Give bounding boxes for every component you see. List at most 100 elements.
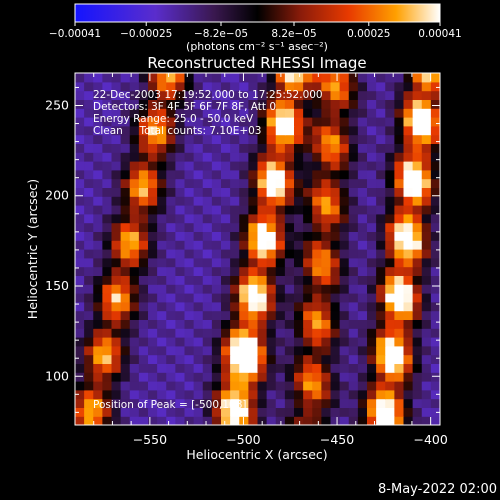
heatmap-cell <box>275 213 286 224</box>
heatmap-cell <box>129 187 140 197</box>
heatmap-cell <box>157 99 167 109</box>
heatmap-cell <box>129 90 140 100</box>
heatmap-cell <box>357 372 368 382</box>
heatmap-cell <box>284 213 295 224</box>
heatmap-cell <box>430 328 440 338</box>
heatmap-cell <box>102 99 113 109</box>
heatmap-cell <box>303 345 313 356</box>
heatmap-cell <box>330 117 341 127</box>
heatmap-cell <box>339 372 350 382</box>
heatmap-cell <box>303 293 313 303</box>
heatmap-cell <box>129 240 140 250</box>
heatmap-cell <box>148 293 158 303</box>
heatmap-cell <box>312 152 322 162</box>
heatmap-cell <box>303 240 313 250</box>
heatmap-cell <box>211 398 222 408</box>
heatmap-cell <box>430 372 440 382</box>
heatmap-cell <box>84 90 94 100</box>
heatmap-cell <box>266 143 277 153</box>
heatmap-cell <box>266 372 277 382</box>
heatmap-cell <box>148 99 158 109</box>
heatmap-cell <box>339 337 350 347</box>
heatmap-cell <box>330 319 341 329</box>
heatmap-cell <box>93 213 103 224</box>
heatmap-cell <box>138 134 149 144</box>
heatmap-cell <box>239 275 249 285</box>
heatmap-cell <box>303 389 313 400</box>
heatmap-cell <box>211 381 222 391</box>
colorbar-tick-label: −0.00041 <box>49 28 101 40</box>
heatmap-cell <box>403 152 414 162</box>
heatmap-cell <box>294 117 304 127</box>
heatmap-cell <box>129 381 140 391</box>
heatmap-cell <box>239 169 249 180</box>
heatmap-cell <box>129 134 140 144</box>
heatmap-cell <box>394 249 405 259</box>
heatmap-cell <box>412 407 423 417</box>
heatmap-cell <box>175 310 186 320</box>
peak-position-label: Position of Peak = [-500,108] <box>93 399 247 411</box>
heatmap-cell <box>385 310 395 320</box>
heatmap-cell <box>93 266 103 276</box>
heatmap-cell <box>385 169 395 180</box>
heatmap-cell <box>148 152 158 162</box>
heatmap-cell <box>239 337 249 347</box>
heatmap-cell <box>84 125 94 136</box>
heatmap-cell <box>75 381 85 391</box>
heatmap-cell <box>367 152 377 162</box>
heatmap-cell <box>221 125 231 136</box>
heatmap-cell <box>403 73 414 83</box>
heatmap-cell <box>339 266 350 276</box>
heatmap-cell <box>321 143 332 153</box>
heatmap-cell <box>357 354 368 364</box>
heatmap-cell <box>275 99 286 109</box>
heatmap-cell <box>166 407 176 417</box>
heatmap-cell <box>275 319 286 329</box>
heatmap-cell <box>230 152 240 162</box>
heatmap-cell <box>93 222 103 232</box>
heatmap-cell <box>248 372 259 382</box>
heatmap-cell <box>120 117 131 127</box>
heatmap-cell <box>284 389 295 400</box>
heatmap-cell <box>202 99 213 109</box>
heatmap-cell <box>211 363 222 373</box>
heatmap-cell <box>193 205 204 215</box>
heatmap-cell <box>166 389 176 400</box>
heatmap-cell <box>294 134 304 144</box>
heatmap-cell <box>339 240 350 250</box>
heatmap-cell <box>102 381 113 391</box>
heatmap-cell <box>294 381 304 391</box>
heatmap-cell <box>75 398 85 408</box>
heatmap-cell <box>175 73 186 83</box>
heatmap-cell <box>367 266 377 276</box>
heatmap-cell <box>148 81 158 92</box>
heatmap-cell <box>357 381 368 391</box>
heatmap-cell <box>93 328 103 338</box>
heatmap-cell <box>138 284 149 294</box>
heatmap-cell <box>75 108 85 118</box>
heatmap-cell <box>266 73 277 83</box>
heatmap-cell <box>166 73 176 83</box>
heatmap-cell <box>430 108 440 118</box>
heatmap-cell <box>339 284 350 294</box>
heatmap-cell <box>394 117 405 127</box>
heatmap-cell <box>120 293 131 303</box>
heatmap-cell <box>166 99 176 109</box>
heatmap-cell <box>93 407 103 417</box>
heatmap-cell <box>93 196 103 206</box>
heatmap-cell <box>312 99 322 109</box>
heatmap-cell <box>193 354 204 364</box>
heatmap-cell <box>175 99 186 109</box>
heatmap-cell <box>148 108 158 118</box>
heatmap-cell <box>175 249 186 259</box>
heatmap-cell <box>129 213 140 224</box>
heatmap-cell <box>321 205 332 215</box>
heatmap-cell <box>321 319 332 329</box>
heatmap-cell <box>193 196 204 206</box>
heatmap-cell <box>330 108 341 118</box>
heatmap-cell <box>157 328 167 338</box>
heatmap-cell <box>294 143 304 153</box>
heatmap-cell <box>230 372 240 382</box>
heatmap-cell <box>294 389 304 400</box>
heatmap-cell <box>102 319 113 329</box>
